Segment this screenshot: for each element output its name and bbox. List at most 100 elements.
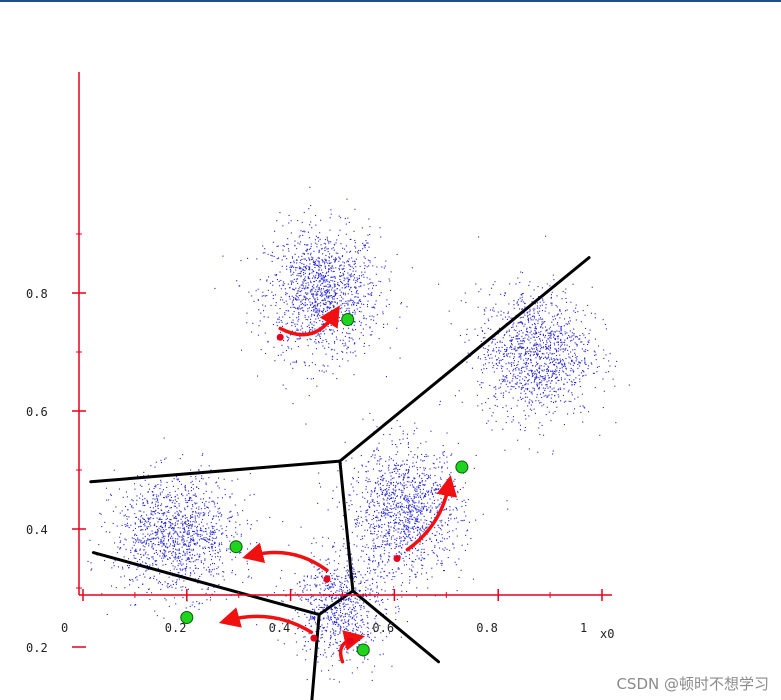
- data-point: [567, 413, 569, 415]
- data-point: [614, 365, 616, 367]
- data-point: [343, 277, 345, 279]
- data-point: [441, 524, 443, 526]
- data-point: [570, 336, 572, 338]
- data-point: [214, 591, 216, 593]
- data-point: [332, 329, 334, 331]
- data-point: [537, 311, 539, 313]
- data-point: [375, 273, 377, 275]
- data-point: [440, 521, 442, 523]
- data-point: [173, 556, 175, 558]
- data-point: [556, 365, 558, 367]
- data-point: [170, 543, 172, 545]
- data-point: [504, 378, 506, 380]
- data-point: [206, 506, 208, 508]
- data-point: [415, 559, 417, 561]
- data-point: [362, 496, 364, 498]
- data-point: [392, 501, 394, 503]
- data-point: [570, 380, 572, 382]
- data-point: [273, 255, 275, 257]
- data-point: [144, 523, 146, 525]
- data-point: [463, 499, 465, 501]
- data-point: [319, 264, 321, 266]
- data-point: [571, 335, 573, 337]
- data-point: [406, 481, 408, 483]
- data-point: [272, 284, 274, 286]
- data-point: [376, 501, 378, 503]
- data-point: [524, 400, 526, 402]
- data-point: [301, 287, 303, 289]
- data-point: [213, 568, 215, 570]
- data-point: [131, 537, 133, 539]
- data-point: [556, 406, 558, 408]
- data-point: [439, 461, 441, 463]
- data-point: [302, 268, 304, 270]
- data-point: [554, 390, 556, 392]
- data-point: [346, 198, 348, 200]
- data-point: [193, 539, 195, 541]
- data-point: [300, 230, 302, 232]
- data-point: [196, 534, 198, 536]
- data-point: [251, 295, 253, 297]
- data-point: [142, 561, 144, 563]
- data-point: [234, 504, 236, 506]
- data-point: [348, 285, 350, 287]
- data-point: [299, 262, 301, 264]
- data-point: [313, 314, 315, 316]
- data-point: [303, 230, 305, 232]
- data-point: [198, 578, 200, 580]
- data-point: [222, 532, 224, 534]
- data-point: [505, 383, 507, 385]
- data-point: [309, 267, 311, 269]
- data-point: [556, 341, 558, 343]
- data-point: [363, 245, 365, 247]
- data-point: [412, 527, 414, 529]
- data-point: [388, 469, 390, 471]
- data-point: [201, 475, 203, 477]
- data-point: [412, 486, 414, 488]
- data-point: [209, 596, 211, 598]
- data-point: [179, 527, 181, 529]
- data-point: [263, 295, 265, 297]
- data-point: [310, 221, 312, 223]
- data-point: [321, 292, 323, 294]
- data-point: [182, 523, 184, 525]
- data-point: [317, 293, 319, 295]
- data-point: [310, 318, 312, 320]
- data-point: [219, 550, 221, 552]
- data-point: [289, 287, 291, 289]
- data-point: [441, 471, 443, 473]
- data-point: [189, 496, 191, 498]
- data-point: [277, 354, 279, 356]
- data-point: [546, 385, 548, 387]
- data-point: [532, 375, 534, 377]
- data-point: [495, 388, 497, 390]
- data-point: [242, 581, 244, 583]
- data-point: [335, 323, 337, 325]
- data-point: [552, 412, 554, 414]
- data-point: [344, 287, 346, 289]
- data-point: [534, 412, 536, 414]
- data-point: [183, 580, 185, 582]
- data-point: [540, 317, 542, 319]
- data-point: [339, 275, 341, 277]
- data-point: [310, 310, 312, 312]
- data-point: [161, 552, 163, 554]
- data-point: [518, 422, 520, 424]
- data-point: [143, 471, 145, 473]
- data-point: [375, 482, 377, 484]
- data-point: [182, 525, 184, 527]
- data-point: [515, 350, 517, 352]
- data-point: [376, 463, 378, 465]
- data-point: [536, 307, 538, 309]
- data-point: [192, 521, 194, 523]
- data-point: [366, 277, 368, 279]
- data-point: [446, 548, 448, 550]
- data-point: [483, 313, 485, 315]
- data-point: [531, 347, 533, 349]
- data-point: [186, 494, 188, 496]
- data-point: [156, 494, 158, 496]
- data-point: [326, 314, 328, 316]
- data-point: [603, 349, 605, 351]
- data-point: [195, 478, 197, 480]
- data-point: [365, 471, 367, 473]
